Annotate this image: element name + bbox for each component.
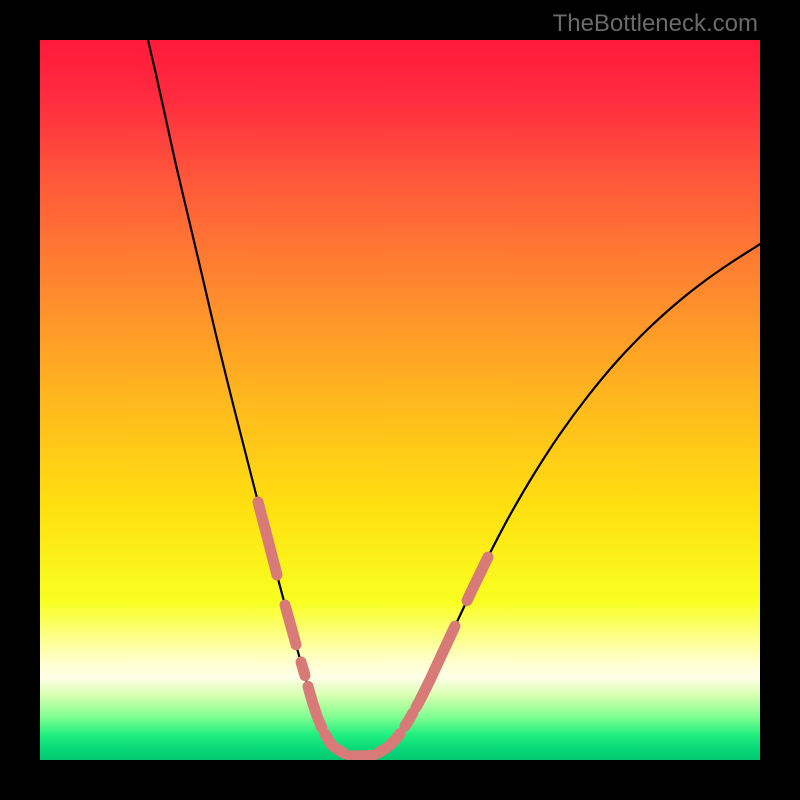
watermark-text: TheBottleneck.com xyxy=(553,10,758,38)
highlight-segment xyxy=(487,557,488,559)
highlight-segment xyxy=(276,571,277,575)
highlight-segment xyxy=(334,747,344,754)
highlight-segment xyxy=(350,756,373,757)
highlight-segment xyxy=(454,626,455,628)
highlight-segment xyxy=(378,748,387,754)
highlight-segment xyxy=(295,641,296,645)
plot-background xyxy=(40,40,760,760)
highlight-segment xyxy=(321,726,322,728)
chart-svg xyxy=(0,0,800,800)
highlight-segment xyxy=(412,713,413,715)
highlight-segment xyxy=(304,672,305,676)
highlight-segment xyxy=(399,734,400,735)
chart-stage: TheBottleneck.com xyxy=(0,0,800,800)
